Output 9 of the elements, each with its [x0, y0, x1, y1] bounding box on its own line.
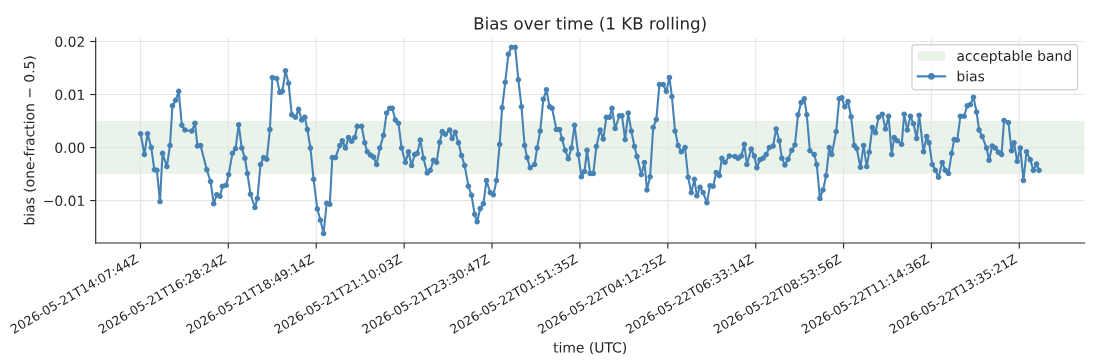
y-tick-label: 0.02	[55, 36, 84, 47]
y-axis-title: bias (one-fraction − 0.5)	[23, 56, 37, 225]
legend-label: bias	[957, 70, 985, 82]
y-tick-label: 0.01	[55, 89, 84, 101]
y-tick-label: 0.00	[55, 142, 85, 154]
y-tick-label: −0.01	[44, 195, 84, 207]
x-axis-title: time (UTC)	[553, 341, 627, 355]
chart-title: Bias over time (1 KB rolling)	[474, 16, 706, 33]
legend-label: acceptable band	[957, 50, 1071, 64]
